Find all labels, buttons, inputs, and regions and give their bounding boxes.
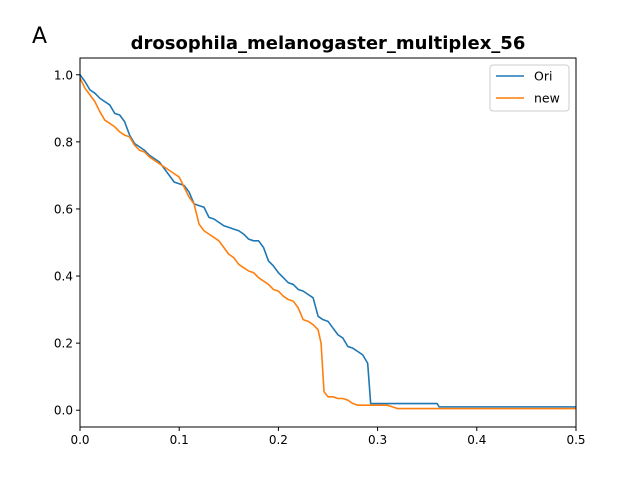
y-tick-label: 0.4 [54,270,73,284]
legend-label-Ori: Ori [534,69,552,84]
y-tick-label: 0.2 [54,337,73,351]
x-tick-label: 0.5 [566,433,585,447]
legend: Ori new [489,64,570,112]
y-tick-label: 1.0 [54,68,73,82]
y-axis: 0.0 0.2 0.4 0.6 0.8 1.0 [54,68,80,418]
y-tick-label: 0.6 [54,202,73,216]
series-line-Ori [79,74,576,408]
legend-label-new: new [534,91,560,106]
panel-label: A [32,24,47,49]
chart-title: drosophila_melanogaster_multiplex_56 [131,33,526,54]
y-tick-label: 0.8 [54,135,73,149]
x-tick-label: 0.3 [368,433,387,447]
x-axis: 0.0 0.1 0.2 0.3 0.4 0.5 [70,427,586,447]
x-tick-label: 0.2 [269,433,288,447]
x-tick-label: 0.0 [70,433,89,447]
series-layer [79,74,576,410]
x-tick-label: 0.1 [170,433,189,447]
plot-frame [79,57,577,428]
x-tick-label: 0.4 [467,433,486,447]
y-tick-label: 0.0 [54,404,73,418]
series-line-new [79,77,576,410]
